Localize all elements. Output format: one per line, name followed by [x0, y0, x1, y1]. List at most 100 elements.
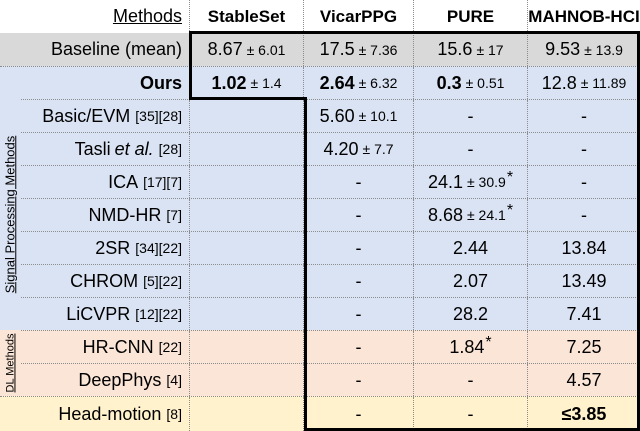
- highlight-border-left: [189, 31, 192, 100]
- header-methods-cell: Methods: [0, 0, 189, 33]
- group-strip-signal-processing: Signal Processing Methods: [0, 99, 20, 330]
- row-head-motion: Head-motion [8] - - ≤3.85: [0, 396, 640, 431]
- dataset-header-label: PURE: [446, 6, 495, 26]
- value-main: 7.25: [566, 336, 602, 357]
- method-ref: [7]: [166, 207, 182, 223]
- value-cell: 12.8 ± 11.89: [527, 67, 640, 99]
- value-cell: 8.68 ± 24.1 *: [413, 199, 527, 231]
- value-main: 2.44: [452, 237, 489, 258]
- highlight-border-bottom: [304, 428, 640, 431]
- method-label-cell: LiCVPR [12][22]: [0, 298, 189, 330]
- value-cell: -: [303, 298, 413, 330]
- value-cell: -: [527, 199, 640, 231]
- value-cell: -: [413, 364, 527, 396]
- method-name: Head-motion: [58, 403, 162, 424]
- highlight-border-step: [189, 97, 307, 100]
- value-main: 8.68: [427, 204, 463, 225]
- value-cell: -: [303, 331, 413, 363]
- value-main: 15.6: [437, 39, 473, 59]
- value-main: -: [467, 369, 474, 390]
- value-cell: 5.60 ± 10.1: [303, 100, 413, 132]
- value-pm: ± 6.01: [246, 41, 286, 58]
- header-row: Methods StableSet VicarPPG PURE MAHNOB-H…: [0, 0, 640, 33]
- value-main: 24.1: [427, 171, 463, 192]
- value-main: -: [467, 138, 474, 159]
- value-cell: [189, 232, 303, 264]
- method-label-cell: HR-CNN [22]: [0, 331, 189, 363]
- value-cell: [189, 298, 303, 330]
- value-main: 2.64: [319, 72, 355, 93]
- value-pm: ± 24.1: [466, 207, 506, 223]
- dataset-header-label: MAHNOB-HCI: [528, 6, 640, 26]
- value-cell: 2.64 ± 6.32: [303, 67, 413, 99]
- value-main: -: [355, 270, 362, 291]
- value-cell: -: [303, 199, 413, 231]
- value-cell: 4.57: [527, 364, 640, 396]
- value-cell: 1.02 ± 1.4: [189, 67, 303, 99]
- group-label-signal-processing: Signal Processing Methods: [2, 135, 18, 294]
- value-cell: [189, 397, 303, 431]
- value-cell: -: [527, 100, 640, 132]
- value-main: -: [355, 204, 362, 225]
- dataset-header-label: VicarPPG: [319, 6, 398, 26]
- method-ref: [12][22]: [135, 306, 182, 322]
- value-main: -: [355, 237, 362, 258]
- asterisk-note: *: [506, 202, 514, 219]
- method-label-cell: Baseline (mean): [0, 33, 189, 66]
- header-stableset: StableSet: [189, 0, 303, 33]
- value-main: 13.84: [561, 237, 607, 258]
- value-cell: [189, 133, 303, 165]
- method-name: Baseline (mean): [50, 39, 182, 59]
- value-main: 4.20: [323, 138, 359, 159]
- method-ref: [8]: [166, 406, 182, 422]
- value-main: 7.41: [566, 303, 602, 324]
- methods-header-label: Methods: [112, 6, 182, 26]
- value-main: 28.2: [452, 303, 489, 324]
- value-main: -: [355, 336, 362, 357]
- value-main: -: [355, 303, 362, 324]
- highlight-border-middle: [304, 97, 307, 431]
- value-cell: 1.84 *: [413, 331, 527, 363]
- value-main: ≤3.85: [561, 403, 607, 424]
- value-pm: ± 0.51: [465, 75, 505, 91]
- value-cell: -: [303, 265, 413, 297]
- value-main: -: [355, 369, 362, 390]
- method-label-cell: DeepPhys [4]: [0, 364, 189, 396]
- value-cell: [189, 331, 303, 363]
- value-cell: -: [303, 397, 413, 431]
- value-main: 9.53: [545, 39, 581, 59]
- method-label-cell: ICA [17][7]: [0, 166, 189, 198]
- value-cell: -: [413, 397, 527, 431]
- method-name-italic: et al.: [114, 138, 154, 159]
- value-main: -: [581, 105, 587, 126]
- value-pm: ± 17: [476, 41, 504, 58]
- dataset-header-label: StableSet: [207, 6, 286, 26]
- method-ref: [34][22]: [135, 240, 182, 256]
- value-cell: 13.49: [527, 265, 640, 297]
- value-cell: -: [527, 166, 640, 198]
- value-cell: -: [413, 100, 527, 132]
- value-cell: 2.07: [413, 265, 527, 297]
- value-main: -: [355, 403, 362, 424]
- method-label-cell: CHROM [5][22]: [0, 265, 189, 297]
- method-name: Ours: [139, 72, 182, 93]
- asterisk-note: *: [506, 169, 514, 186]
- value-cell: 7.25: [527, 331, 640, 363]
- value-main: -: [581, 204, 587, 225]
- row-2sr: 2SR [34][22] - 2.44 13.84: [0, 231, 640, 264]
- value-cell: 17.5 ± 7.36: [303, 33, 413, 66]
- method-label-cell: NMD-HR [7]: [0, 199, 189, 231]
- value-cell: [189, 100, 303, 132]
- value-pm: ± 1.4: [250, 75, 282, 91]
- method-name: ICA: [108, 171, 139, 192]
- row-tasli: Tasli et al. [28] 4.20 ± 7.7 - -: [0, 132, 640, 165]
- value-pm: ± 30.9: [466, 174, 506, 190]
- value-cell: -: [303, 232, 413, 264]
- value-main: -: [467, 105, 474, 126]
- row-chrom: CHROM [5][22] - 2.07 13.49: [0, 264, 640, 297]
- value-cell: ≤3.85: [527, 397, 640, 431]
- value-cell: -: [413, 133, 527, 165]
- value-cell: [189, 364, 303, 396]
- value-cell: 24.1 ± 30.9 *: [413, 166, 527, 198]
- value-main: 13.49: [561, 270, 607, 291]
